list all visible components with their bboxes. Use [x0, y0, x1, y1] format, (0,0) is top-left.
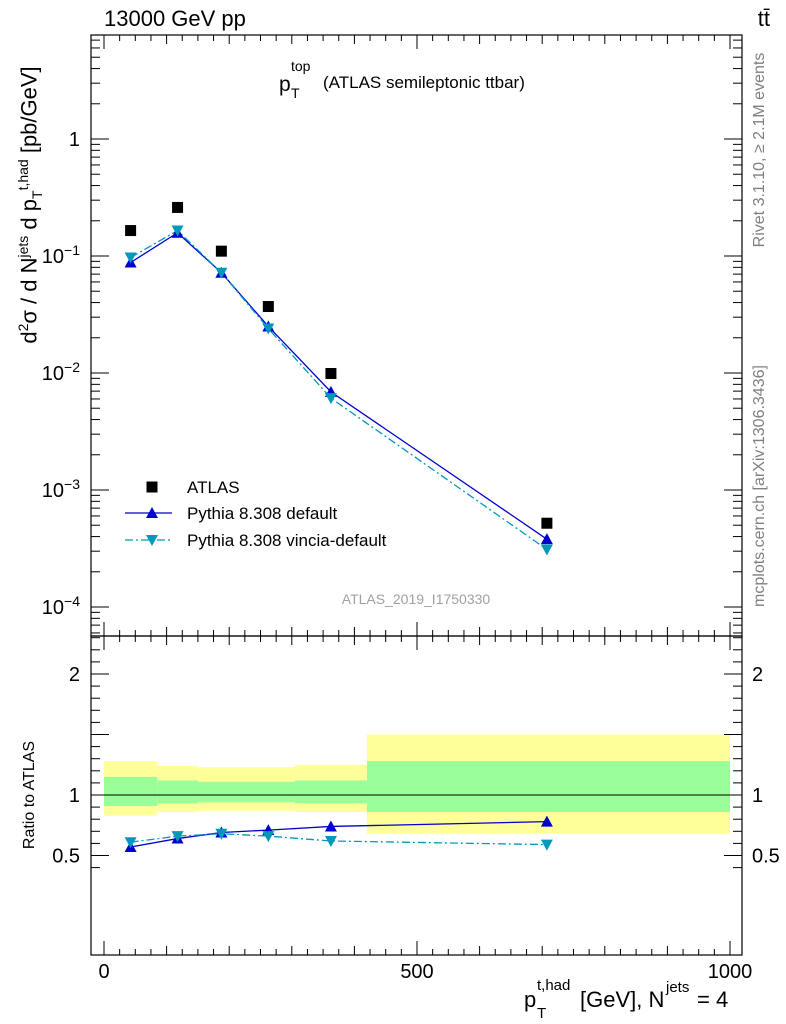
main-series-2-point-3 [262, 323, 275, 335]
x-tick-label-2: 1000 [708, 961, 753, 983]
process-label: tt̄ [757, 6, 770, 31]
main-series-2-line [130, 229, 548, 551]
analysis-id-label: ATLAS_2019_I1750330 [342, 591, 491, 607]
ratio-y-tick-label-right-2: 2 [752, 664, 763, 686]
ratio-series-1-point-5 [540, 839, 553, 851]
x-tick-label-1: 500 [400, 961, 433, 983]
axis-ticks [91, 35, 742, 955]
main-series-0-point-1 [172, 201, 184, 213]
x-axis-label-p: p [524, 987, 536, 1012]
ratio-series-0-line [130, 820, 547, 848]
ratio-bands [104, 734, 730, 834]
x-axis-label-jets: jets [665, 979, 689, 996]
ratio-series-1-line [130, 833, 547, 846]
ratio-band-1-bin-3 [294, 780, 367, 804]
x-axis-label-sub: T [537, 1005, 546, 1022]
main-series-1-point-5 [540, 533, 553, 545]
ratio-series-0-point-5 [540, 815, 553, 827]
x-axis-label-unit: [GeV], N [580, 987, 664, 1012]
main-series-1-line [130, 231, 548, 540]
plot-title-sup: top [291, 58, 311, 74]
series-markers [124, 201, 553, 853]
ratio-y-tick-label-left-1: 1 [69, 785, 80, 807]
ratio-band-1-bin-1 [157, 780, 198, 804]
ratio-y-tick-label-left-0: 0.5 [52, 846, 80, 868]
main-series-0-point-2 [215, 245, 227, 257]
plot-title-text: (ATLAS semileptonic ttbar) [323, 73, 525, 92]
ratio-series-1-point-0 [124, 837, 137, 849]
main-series-2-point-2 [215, 267, 228, 279]
ratio-band-1-bin-0 [104, 776, 158, 806]
main-y-tick-label-2: 10−2 [42, 359, 80, 385]
main-y-tick-label-0: 10−4 [42, 593, 80, 619]
main-series-0-point-4 [325, 368, 337, 380]
main-series-2-point-1 [171, 225, 184, 237]
ratio-y-tick-label-right-0: 0.5 [752, 846, 780, 868]
main-series-0-point-5 [541, 517, 553, 529]
main-series-0-point-3 [262, 301, 274, 313]
ratio-y-tick-label-right-1: 1 [752, 785, 763, 807]
energy-label: 13000 GeV pp [104, 6, 246, 31]
legend-marker-2 [146, 535, 158, 546]
plot-title-var: p [279, 73, 291, 96]
main-series-2-point-0 [124, 252, 137, 264]
ratio-band-1-bin-2 [197, 781, 295, 803]
legend-marker-0 [146, 481, 158, 493]
legend: ATLAS Pythia 8.308 default Pythia 8.308 vi… [125, 478, 387, 550]
x-axis-label-value: = 4 [697, 987, 728, 1012]
main-y-tick-label-4: 1 [69, 129, 80, 151]
ratio-series-1-point-3 [262, 831, 275, 843]
main-y-tick-label-3: 10−1 [42, 242, 80, 268]
legend-label-1: Pythia 8.308 default [187, 504, 338, 523]
legend-label-0: ATLAS [187, 478, 240, 497]
ratio-y-tick-label-left-2: 2 [69, 664, 80, 686]
ratio-series-1-point-4 [324, 835, 337, 847]
legend-label-2: Pythia 8.308 vincia-default [187, 531, 387, 550]
plot-title-sub: T [291, 85, 300, 101]
legend-marker-1 [146, 507, 158, 518]
main-series-2-point-5 [540, 544, 553, 556]
x-tick-label-0: 0 [98, 961, 109, 983]
ratio-series-0-point-4 [324, 820, 337, 832]
x-axis-label-sup: t,had [537, 977, 570, 994]
tick-labels: 0 500 1000 10−4 10−3 10−2 10−1 1 0.5 0.5 1 1 2 2 [42, 129, 780, 983]
ratio-series-1-point-2 [215, 828, 228, 840]
main-series-0-point-0 [125, 225, 137, 237]
main-y-tick-label-1: 10−3 [42, 476, 80, 502]
ratio-series-1-point-1 [171, 831, 184, 843]
series-lines [130, 229, 548, 848]
ratio-band-1-bin-4 [366, 761, 730, 812]
main-series-2-point-4 [324, 393, 337, 405]
